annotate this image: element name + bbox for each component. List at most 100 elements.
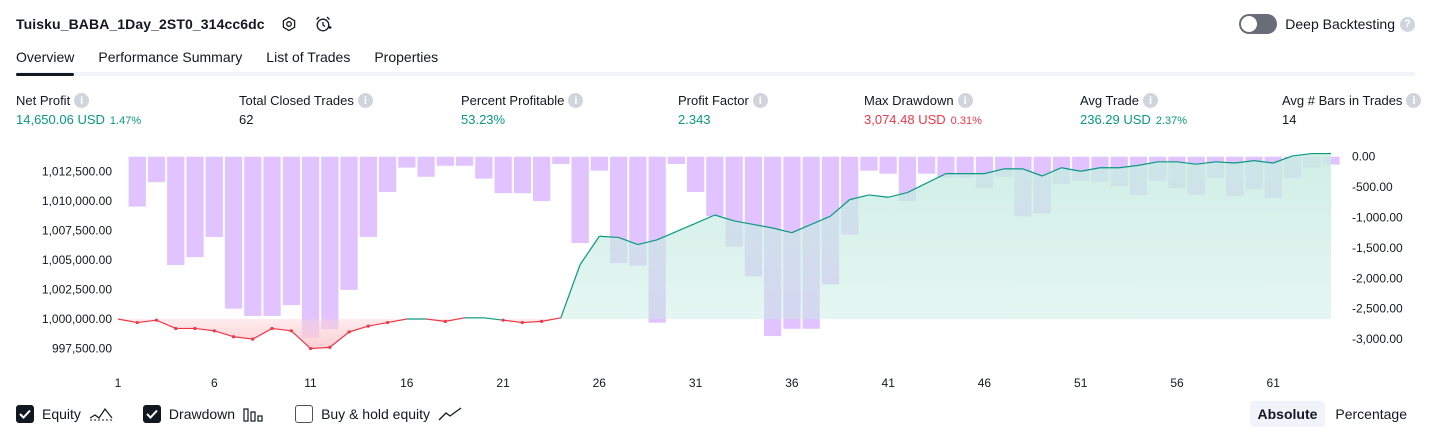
equity-area-positive: [406, 153, 1331, 319]
equity-line-segment: [734, 220, 754, 226]
trend-line-icon: [438, 406, 462, 422]
alarm-clock-icon[interactable]: [313, 14, 333, 34]
tab-bar: Overview Performance Summary List of Tra…: [16, 44, 1415, 76]
equity-line-segment: [1138, 161, 1158, 166]
equity-point: [174, 326, 178, 331]
metrics-row: Net Profit i 14,650.06 USD 1.47% Total Clo…: [16, 93, 1422, 133]
metric-profit-factor: Profit Factor i 2.343: [678, 93, 768, 127]
equity-line-segment: [1080, 167, 1101, 172]
equity-line-segment: [1176, 161, 1197, 165]
equity-drawdown-chart[interactable]: 1,012,500.00 1,010,000.00 1,007,500.00 1,00…: [0, 140, 1431, 395]
equity-line-segment: [618, 236, 639, 246]
left-axis-tick-label: 1,010,000.00: [42, 194, 112, 208]
x-axis-tick-label: 11: [304, 376, 317, 390]
percentage-button[interactable]: Percentage: [1335, 406, 1407, 422]
drawdown-bar: [706, 156, 724, 217]
drawdown-bar: [340, 156, 358, 290]
drawdown-bar: [205, 156, 223, 237]
drawdown-bar: [533, 156, 551, 202]
equity-line-segment: [579, 235, 600, 265]
info-icon[interactable]: i: [568, 93, 584, 108]
equity-point: [193, 326, 197, 331]
x-axis-tick-label: 1: [115, 376, 122, 390]
right-axis-tick-label: -1,500.00: [1352, 241, 1403, 255]
info-icon[interactable]: i: [957, 93, 973, 108]
legend-label: Equity: [42, 406, 81, 422]
metric-percent: 2.37%: [1155, 115, 1188, 127]
info-icon[interactable]: i: [1406, 93, 1422, 108]
drawdown-bar: [494, 156, 512, 194]
drawdown-bar: [956, 156, 974, 178]
metric-percent-profitable: Percent Profitable i 53.23%: [461, 93, 584, 127]
equity-line-segment: [348, 325, 369, 333]
left-axis-tick-label: 997,500.00: [52, 342, 112, 356]
drawdown-bar: [359, 156, 377, 237]
metric-value: 14,650.06 USD: [16, 112, 105, 127]
equity-line-segment: [117, 318, 138, 324]
left-axis-tick-label: 1,002,500.00: [42, 283, 112, 297]
equity-line-segment: [233, 336, 253, 340]
equity-point: [212, 329, 216, 333]
equity-line-segment: [271, 327, 292, 332]
metric-label: Profit Factor: [678, 93, 749, 108]
info-icon[interactable]: i: [1143, 93, 1159, 108]
equity-line-icon: [89, 406, 113, 422]
equity-checkbox[interactable]: [16, 405, 34, 423]
drawdown-bar: [186, 156, 204, 258]
equity-point: [154, 318, 159, 322]
drawdown-bar: [455, 156, 474, 166]
strategy-title: Tuisku_BABA_1Day_2ST0_314cc6dc: [16, 16, 265, 32]
tab-properties[interactable]: Properties: [374, 49, 439, 65]
deep-backtesting-label: Deep Backtesting: [1285, 16, 1395, 32]
equity-point: [385, 320, 390, 325]
equity-line-segment: [907, 182, 927, 194]
right-axis-tick-label: -500.00: [1352, 180, 1393, 194]
equity-point: [366, 324, 370, 328]
tab-overview[interactable]: Overview: [16, 44, 75, 76]
right-axis-tick-label: 0.00: [1352, 150, 1376, 164]
drawdown-bar: [321, 156, 339, 330]
absolute-button[interactable]: Absolute: [1249, 401, 1326, 427]
buy-hold-checkbox[interactable]: [295, 405, 314, 423]
drawdown-checkbox[interactable]: [142, 405, 161, 423]
deep-backtesting-toggle[interactable]: [1239, 14, 1278, 34]
metric-label: Net Profit: [16, 93, 71, 108]
right-axis-tick-label: -2,500.00: [1352, 302, 1403, 316]
x-axis-tick-label: 56: [1170, 376, 1184, 390]
metric-value: 53.23%: [461, 112, 506, 127]
x-axis-tick-label: 21: [496, 376, 510, 390]
equity-point: [520, 320, 524, 325]
equity-line-segment: [522, 320, 542, 324]
equity-point: [251, 337, 255, 341]
settings-icon[interactable]: [279, 14, 299, 34]
legend-equity[interactable]: Equity: [16, 405, 113, 423]
tab-performance-summary[interactable]: Performance Summary: [98, 49, 243, 65]
drawdown-bar: [879, 156, 897, 174]
drawdown-bar: [552, 156, 570, 164]
drawdown-bar: [224, 156, 243, 309]
equity-line-segment: [810, 215, 831, 226]
info-icon[interactable]: i: [752, 93, 768, 108]
equity-line-segment: [714, 214, 735, 222]
equity-point: [135, 320, 139, 325]
metric-percent: 0.31%: [950, 115, 982, 127]
help-icon[interactable]: ?: [1400, 16, 1415, 32]
equity-line-segment: [772, 227, 793, 234]
tab-list-of-trades[interactable]: List of Trades: [266, 49, 351, 65]
equity-line-segment: [387, 318, 407, 324]
equity-line-segment: [1196, 161, 1216, 165]
right-axis-tick-label: -2,000.00: [1352, 271, 1403, 285]
equity-line-segment: [541, 317, 561, 322]
header-bar: Tuisku_BABA_1Day_2ST0_314cc6dc Deep Back…: [16, 12, 1415, 36]
metric-label: Avg Trade: [1080, 93, 1140, 108]
info-icon[interactable]: i: [74, 93, 90, 108]
equity-line-segment: [888, 191, 908, 198]
drawdown-bar: [918, 156, 936, 174]
info-icon[interactable]: i: [357, 93, 373, 108]
legend-buy-hold-equity[interactable]: Buy & hold equity: [295, 405, 462, 423]
drawdown-bar: [263, 156, 281, 316]
equity-line-segment: [1292, 152, 1312, 157]
equity-line-segment: [368, 321, 388, 327]
legend-drawdown[interactable]: Drawdown: [142, 405, 265, 423]
bar-chart-icon: [243, 406, 265, 422]
